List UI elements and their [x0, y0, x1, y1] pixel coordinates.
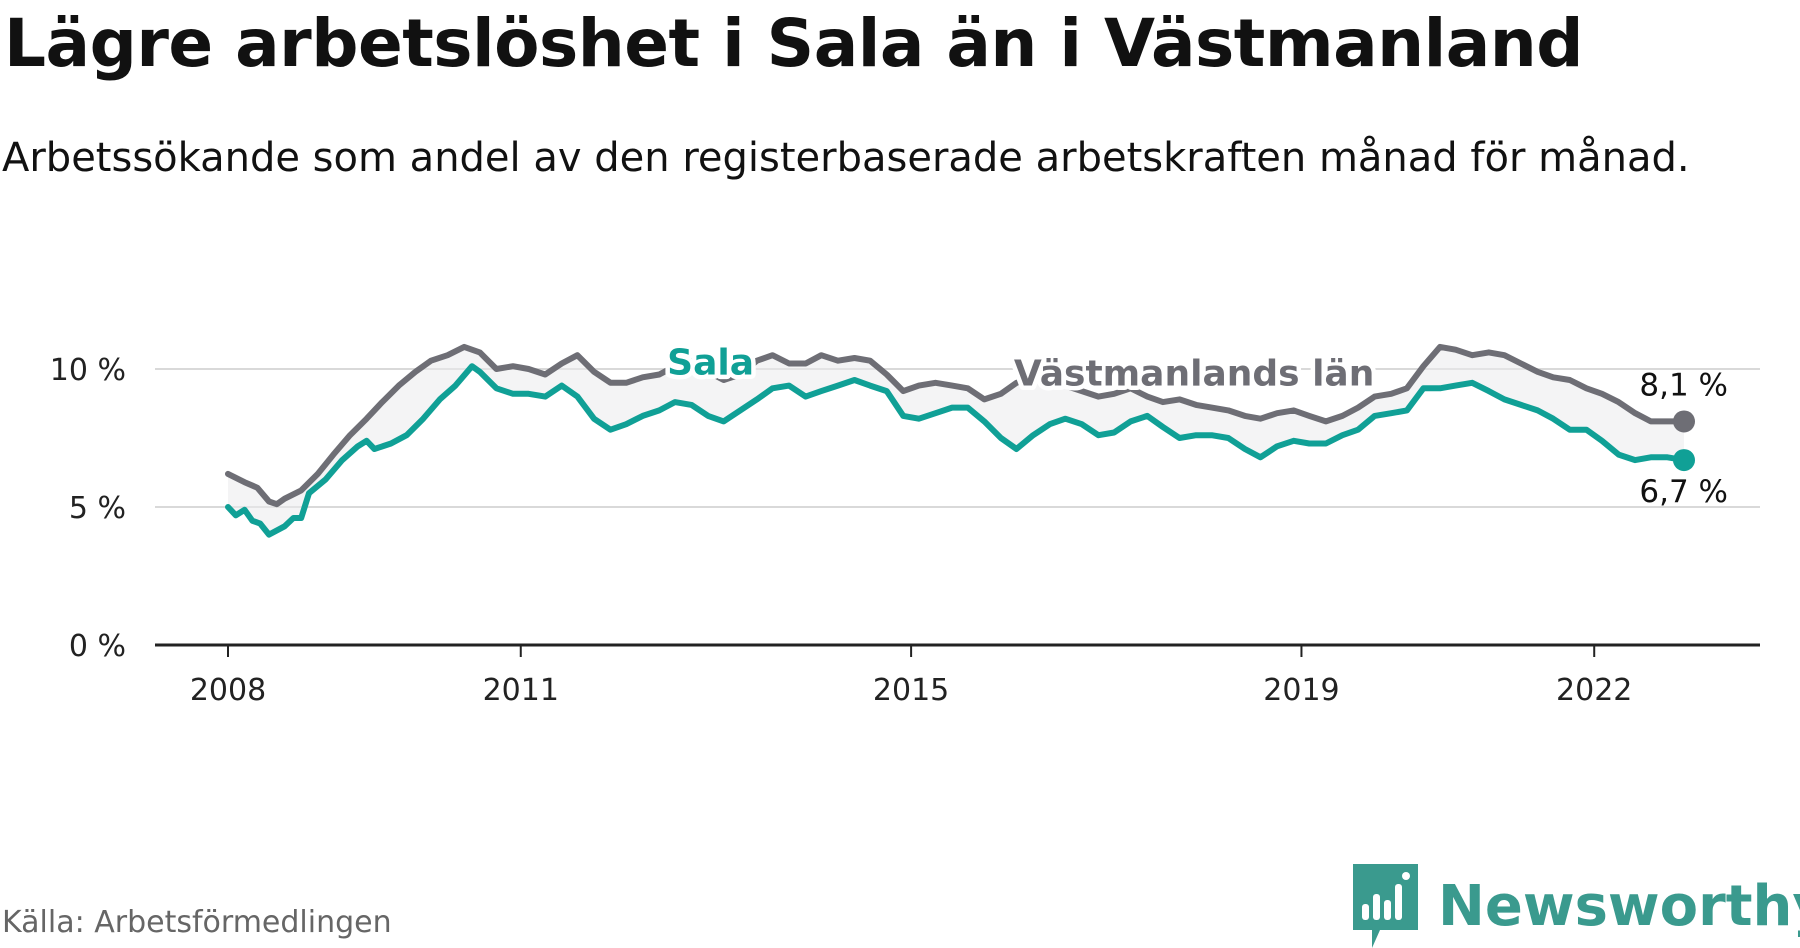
series-label: Västmanlands län	[1014, 354, 1375, 395]
y-axis-ticks: 0 % 5 % 10 %	[50, 353, 126, 664]
x-tick-label: 2015	[873, 673, 949, 708]
end-value-label: 8,1 %	[1639, 367, 1728, 403]
x-axis-ticks: 2008 2011 2015 2019 2022	[190, 645, 1632, 708]
chart-title: Lägre arbetslöshet i Sala än i Västmanla…	[4, 5, 1584, 82]
chart-subtitle: Arbetssökande som andel av den registerb…	[2, 135, 1690, 181]
y-tick-label: 10 %	[50, 353, 126, 388]
x-tick-label: 2008	[190, 673, 266, 708]
brand-name: Newsworthy	[1438, 874, 1800, 939]
newsworthy-logo: Newsworthy	[1353, 864, 1800, 948]
series-line-sala	[225, 363, 1687, 538]
y-tick-label: 0 %	[69, 629, 126, 664]
x-tick-label: 2022	[1556, 673, 1632, 708]
x-tick-label: 2011	[483, 673, 559, 708]
series-labels: Västmanlands län 8,1 % Sala 6,7 %	[663, 338, 1728, 510]
series-lines	[225, 343, 1695, 538]
x-tick-label: 2019	[1263, 673, 1339, 708]
y-tick-label: 5 %	[69, 491, 126, 526]
source-note: Källa: Arbetsförmedlingen	[2, 905, 392, 940]
series-label: Sala	[667, 343, 754, 384]
difference-area	[228, 346, 1684, 535]
series-line-v-stmanlands-l-n	[225, 343, 1687, 508]
series-end-point	[1673, 410, 1695, 433]
end-value-label: 6,7 %	[1639, 474, 1728, 510]
bar-chart-icon	[1353, 864, 1418, 948]
series-end-point	[1673, 449, 1695, 472]
